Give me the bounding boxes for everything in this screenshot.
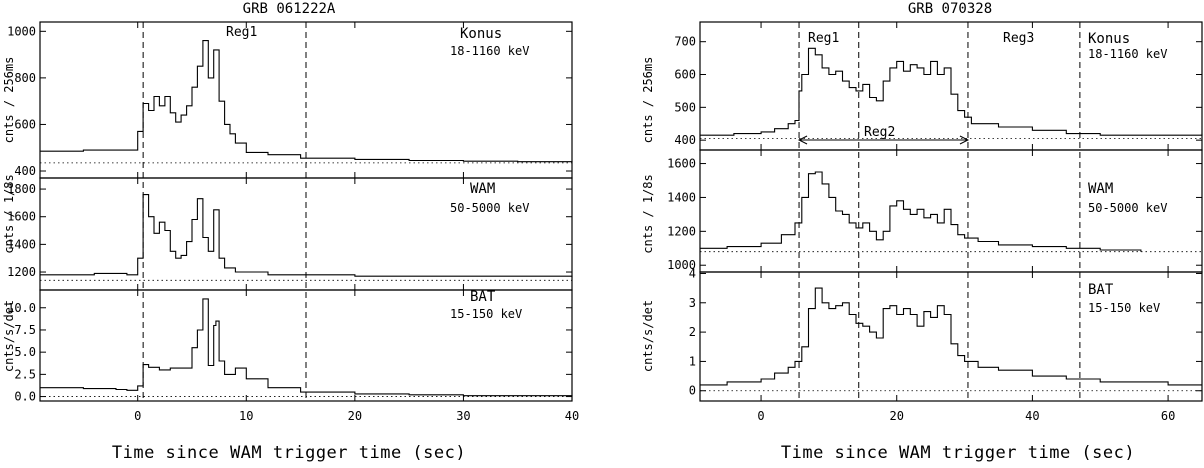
y-tick-label: 1800 xyxy=(7,182,36,196)
energy-range-label: 15-150 keV xyxy=(1088,301,1160,315)
y-tick-label: 1400 xyxy=(7,237,36,251)
y-tick-label: 1000 xyxy=(7,24,36,38)
y-tick-label: 1200 xyxy=(667,224,696,238)
y-tick-label: 0 xyxy=(689,384,696,398)
y-tick-label: 1600 xyxy=(7,210,36,224)
y-tick-label: 10.0 xyxy=(7,301,36,315)
instrument-label: WAM xyxy=(1088,181,1113,197)
energy-range-label: 18-1160 keV xyxy=(450,44,529,58)
y-tick-label: 600 xyxy=(674,68,696,82)
y-tick-label: 500 xyxy=(674,100,696,114)
region-label-reg2: Reg2 xyxy=(864,125,895,140)
y-tick-label: 5.0 xyxy=(14,345,36,359)
y-tick-label: 1 xyxy=(689,354,696,368)
x-tick-label: 10 xyxy=(239,409,253,423)
y-tick-label: 700 xyxy=(674,35,696,49)
y-tick-label: 2.5 xyxy=(14,367,36,381)
energy-range-label: 18-1160 keV xyxy=(1088,47,1167,61)
y-tick-label: 1600 xyxy=(667,157,696,171)
region-label-reg3: Reg3 xyxy=(1003,31,1034,46)
y-tick-label: 600 xyxy=(14,117,36,131)
x-tick-label: 0 xyxy=(757,409,764,423)
x-axis-label: Time since WAM trigger time (sec) xyxy=(781,443,1135,463)
light-curve-konus xyxy=(40,40,573,163)
light-curve-wam xyxy=(700,171,1142,252)
chart-grb061222a: GRB 061222A Time since WAM trigger time … xyxy=(2,1,579,463)
panel-konus: cnts / 256ms Konus 18-1160 keV xyxy=(2,26,529,143)
panel-wam: cnts / 1/8s WAM 50-5000 keV xyxy=(641,174,1167,253)
y-tick-label: 1400 xyxy=(667,190,696,204)
chart-title: GRB 070328 xyxy=(908,1,992,17)
region-label-reg1: Reg1 xyxy=(226,25,257,40)
energy-range-label: 50-5000 keV xyxy=(1088,201,1167,215)
arrow-head-left xyxy=(797,135,808,145)
panel-bat-plot: 0 1 2 3 4 xyxy=(689,266,1203,402)
y-tick-label: 400 xyxy=(674,133,696,147)
light-curve-bat xyxy=(700,287,1202,386)
panel-konus-plot: 400 500 600 700 xyxy=(674,21,1203,151)
y-tick-label: 7.5 xyxy=(14,323,36,337)
y-axis-label: cnts/s/det xyxy=(2,300,16,372)
y-tick-label: 3 xyxy=(689,296,696,310)
energy-range-label: 15-150 keV xyxy=(450,307,522,321)
x-tick-label: 20 xyxy=(348,409,362,423)
y-axis-label: cnts / 1/8s xyxy=(641,174,655,253)
y-axis-label: cnts / 256ms xyxy=(2,57,16,144)
instrument-label: BAT xyxy=(1088,282,1114,298)
panel-wam: cnts / 1/8s WAM 50-5000 keV xyxy=(2,174,529,253)
y-axis-label: cnts / 256ms xyxy=(641,57,655,144)
light-curve-bat xyxy=(40,298,573,397)
x-tick-label: 20 xyxy=(890,409,904,423)
panel-wam-plot: 1000 1200 1400 1600 xyxy=(667,149,1203,273)
y-tick-label: 4 xyxy=(689,266,696,280)
x-tick-label: 0 xyxy=(134,409,141,423)
instrument-label: BAT xyxy=(470,289,496,305)
chart-grb070328: GRB 070328 Time since WAM trigger time (… xyxy=(641,1,1203,463)
instrument-label: WAM xyxy=(470,181,495,197)
x-tick-label: 30 xyxy=(456,409,470,423)
light-curve-konus xyxy=(700,47,1203,136)
x-tick-label: 40 xyxy=(565,409,579,423)
chart-title: GRB 061222A xyxy=(243,1,336,17)
energy-range-label: 50-5000 keV xyxy=(450,201,529,215)
panel-frame xyxy=(699,271,1203,402)
y-tick-label: 800 xyxy=(14,71,36,85)
panel-bat: cnts/s/det BAT 15-150 keV xyxy=(2,289,522,372)
y-axis-label: cnts / 1/8s xyxy=(2,174,16,253)
y-tick-label: 400 xyxy=(14,164,36,178)
instrument-label: Konus xyxy=(1088,31,1130,47)
arrow-head-right xyxy=(959,135,970,145)
y-tick-label: 1000 xyxy=(667,258,696,272)
panel-frame xyxy=(39,289,573,402)
panel-bat: cnts/s/det BAT 15-150 keV xyxy=(641,282,1160,372)
y-tick-label: 0.0 xyxy=(14,390,36,404)
x-tick-label: 60 xyxy=(1161,409,1175,423)
y-axis-label: cnts/s/det xyxy=(641,300,655,372)
y-tick-label: 2 xyxy=(689,325,696,339)
x-axis-label: Time since WAM trigger time (sec) xyxy=(112,443,466,463)
region-label-reg1: Reg1 xyxy=(808,31,839,46)
x-tick-label: 40 xyxy=(1025,409,1039,423)
panel-konus: cnts / 256ms Konus 18-1160 keV xyxy=(641,31,1167,143)
y-tick-label: 1200 xyxy=(7,265,36,279)
instrument-label: Konus xyxy=(460,26,502,42)
